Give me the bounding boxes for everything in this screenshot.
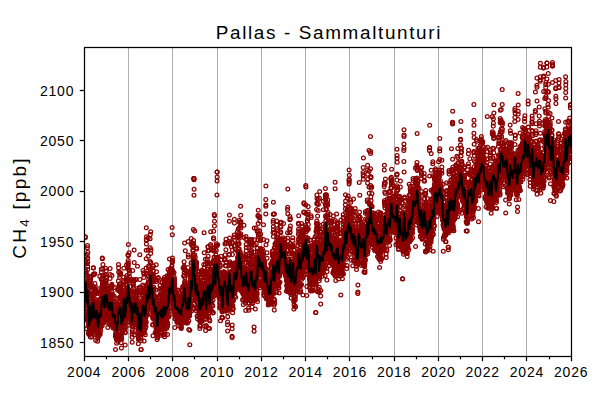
- svg-text:2022: 2022: [466, 364, 500, 380]
- svg-text:2014: 2014: [288, 364, 322, 380]
- svg-text:2006: 2006: [111, 364, 145, 380]
- svg-text:2012: 2012: [244, 364, 278, 380]
- svg-text:2018: 2018: [377, 364, 411, 380]
- svg-text:2020: 2020: [421, 364, 455, 380]
- svg-text:2050: 2050: [40, 133, 74, 149]
- svg-text:2000: 2000: [40, 183, 74, 199]
- svg-text:2024: 2024: [510, 364, 544, 380]
- svg-text:2008: 2008: [156, 364, 190, 380]
- svg-text:Pallas - Sammaltunturi: Pallas - Sammaltunturi: [216, 22, 442, 43]
- svg-text:2016: 2016: [333, 364, 367, 380]
- svg-text:2026: 2026: [554, 364, 588, 380]
- svg-text:1900: 1900: [40, 284, 74, 300]
- svg-text:CH4 [ppb]: CH4 [ppb]: [9, 156, 33, 258]
- svg-text:2100: 2100: [40, 83, 74, 99]
- svg-text:1850: 1850: [40, 335, 74, 351]
- svg-text:1950: 1950: [40, 234, 74, 250]
- svg-text:2004: 2004: [67, 364, 101, 380]
- svg-text:2010: 2010: [200, 364, 234, 380]
